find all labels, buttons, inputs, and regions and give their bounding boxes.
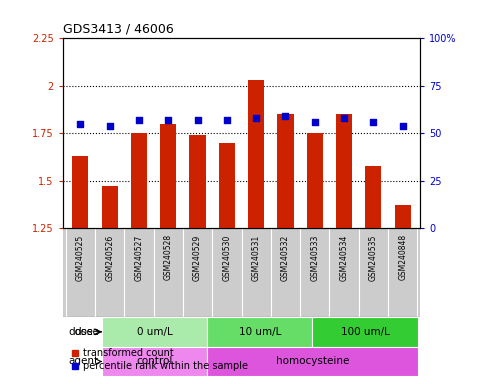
Bar — [336, 114, 352, 228]
Point — [252, 115, 260, 121]
Bar — [102, 347, 207, 376]
Text: GSM240526: GSM240526 — [105, 234, 114, 281]
Text: dose: dose — [68, 327, 93, 337]
Bar — [207, 317, 313, 347]
Bar — [131, 133, 147, 228]
Text: control: control — [137, 356, 173, 366]
Bar — [101, 186, 118, 228]
Point — [76, 121, 84, 127]
Text: GSM240530: GSM240530 — [222, 234, 231, 281]
Text: 10 um/L: 10 um/L — [239, 327, 281, 337]
Point — [106, 122, 114, 129]
Text: GSM240531: GSM240531 — [252, 234, 261, 281]
Legend: transformed count, percentile rank within the sample: transformed count, percentile rank withi… — [68, 344, 252, 375]
Bar — [307, 133, 323, 228]
Text: GDS3413 / 46006: GDS3413 / 46006 — [63, 23, 173, 36]
Bar — [248, 80, 264, 228]
Text: GSM240525: GSM240525 — [76, 234, 85, 281]
Text: GSM240532: GSM240532 — [281, 234, 290, 281]
Bar — [207, 347, 418, 376]
Text: dose: dose — [75, 327, 99, 337]
Bar — [219, 143, 235, 228]
Point — [135, 117, 143, 123]
Point — [311, 119, 319, 125]
Bar — [102, 317, 207, 347]
Point — [282, 113, 289, 119]
Bar — [365, 166, 382, 228]
Point — [399, 122, 407, 129]
Text: GSM240533: GSM240533 — [310, 234, 319, 281]
Point — [194, 117, 201, 123]
Text: agent: agent — [68, 356, 98, 366]
Bar — [313, 317, 418, 347]
Point — [164, 117, 172, 123]
Bar — [72, 156, 88, 228]
Text: homocysteine: homocysteine — [276, 356, 349, 366]
Text: GSM240535: GSM240535 — [369, 234, 378, 281]
Bar — [395, 205, 411, 228]
Point — [340, 115, 348, 121]
Text: GSM240528: GSM240528 — [164, 234, 173, 280]
Point — [369, 119, 377, 125]
Bar — [160, 124, 176, 228]
Text: GSM240529: GSM240529 — [193, 234, 202, 281]
Point — [223, 117, 231, 123]
Text: GSM240848: GSM240848 — [398, 234, 407, 280]
Text: GSM240527: GSM240527 — [134, 234, 143, 281]
Bar — [277, 114, 294, 228]
Bar — [189, 135, 206, 228]
Text: GSM240534: GSM240534 — [340, 234, 349, 281]
Text: 100 um/L: 100 um/L — [341, 327, 389, 337]
Text: 0 um/L: 0 um/L — [137, 327, 172, 337]
